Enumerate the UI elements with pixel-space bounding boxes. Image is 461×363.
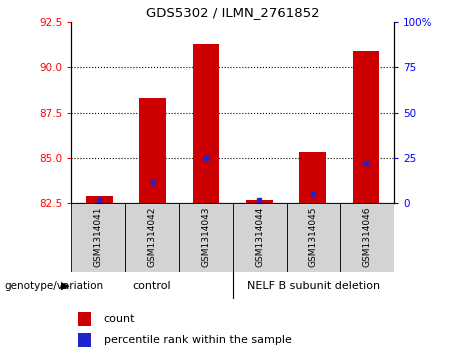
Text: ▶: ▶ — [61, 281, 69, 291]
Bar — [353, 51, 379, 203]
Bar — [300, 152, 326, 203]
Title: GDS5302 / ILMN_2761852: GDS5302 / ILMN_2761852 — [146, 6, 319, 19]
Text: control: control — [133, 281, 171, 291]
Text: GSM1314041: GSM1314041 — [94, 206, 103, 267]
Bar — [179, 203, 233, 272]
Bar — [125, 203, 179, 272]
Text: GSM1314046: GSM1314046 — [363, 206, 372, 267]
Text: percentile rank within the sample: percentile rank within the sample — [104, 335, 292, 345]
Text: GSM1314044: GSM1314044 — [255, 206, 264, 266]
Text: GSM1314042: GSM1314042 — [148, 206, 157, 266]
Bar — [193, 44, 219, 203]
Bar — [71, 203, 125, 272]
Bar — [287, 203, 340, 272]
Text: NELF B subunit deletion: NELF B subunit deletion — [247, 281, 380, 291]
Bar — [86, 196, 113, 203]
Bar — [78, 313, 91, 326]
Bar — [140, 98, 166, 203]
Bar — [340, 203, 394, 272]
Text: GSM1314043: GSM1314043 — [201, 206, 210, 267]
Text: genotype/variation: genotype/variation — [5, 281, 104, 291]
Text: GSM1314045: GSM1314045 — [309, 206, 318, 267]
Text: count: count — [104, 314, 135, 325]
Bar — [233, 203, 287, 272]
Bar — [246, 200, 273, 203]
Bar — [78, 333, 91, 347]
